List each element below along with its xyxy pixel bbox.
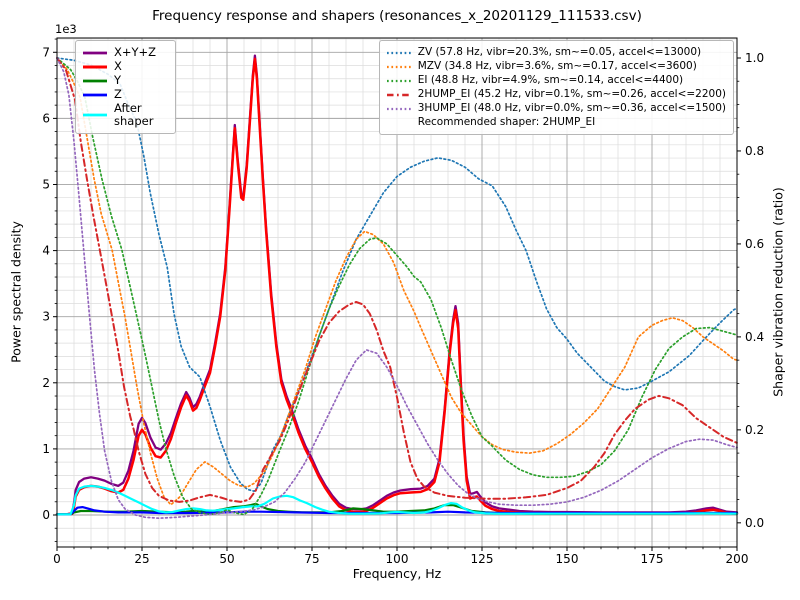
series-ei (56, 57, 738, 516)
series-3hump-ei (56, 57, 738, 520)
y-left-tick-label: 1 (42, 442, 50, 456)
y-axis-offset-text: 1e3 (55, 22, 77, 36)
x-tick-label: 100 (386, 552, 409, 566)
legend-line-swatch (83, 113, 107, 117)
legend-item-ei: EI (48.8 Hz, vibr=4.9%, sm~=0.14, accel<… (386, 74, 726, 87)
legend-item-label: X (114, 59, 122, 73)
y-right-tick-label: 0.6 (745, 237, 764, 251)
x-tick-label: 150 (556, 552, 579, 566)
x-tick-label: 50 (219, 552, 234, 566)
x-axis-label: Frequency, Hz (352, 566, 442, 581)
y-right-tick-label: 1.0 (745, 51, 764, 65)
y-right-tick-label: 0.0 (745, 516, 764, 530)
y-right-tick-label: 0.4 (745, 330, 764, 344)
y-left-tick-label: 3 (42, 310, 50, 324)
legend-line-swatch (386, 93, 411, 96)
y-right-tick-label: 0.2 (745, 423, 764, 437)
legend-line-swatch (386, 79, 411, 82)
legend-line-swatch (83, 51, 107, 54)
legend-item-z: Z (82, 88, 168, 101)
series-2hump-ei (56, 57, 738, 503)
legend-item-label: EI (48.8 Hz, vibr=4.9%, sm~=0.14, accel<… (417, 74, 684, 86)
legend-item-label: ZV (57.8 Hz, vibr=20.3%, sm~=0.05, accel… (417, 46, 702, 58)
legend-line-swatch (83, 79, 107, 82)
legend-item-label: 2HUMP_EI (45.2 Hz, vibr=0.1%, sm~=0.26, … (417, 88, 726, 100)
y-left-tick-label: 6 (42, 111, 50, 125)
legend-line-swatch (83, 93, 107, 96)
y-axis-label-left: Power spectral density (8, 221, 24, 363)
legend-line-swatch (386, 65, 411, 68)
legend-item-label: X+Y+Z (114, 45, 157, 59)
y-left-tick-label: 7 (42, 45, 50, 59)
x-tick-label: 125 (471, 552, 494, 566)
y-left-tick-label: 2 (42, 376, 50, 390)
legend-item-label: After shaper (114, 101, 154, 128)
y-left-tick-label: 5 (42, 177, 50, 191)
legend-item-label: 3HUMP_EI (48.0 Hz, vibr=0.0%, sm~=0.36, … (417, 102, 726, 114)
legend-swatch-spacer (386, 118, 412, 128)
legend-item-label: Recommended shaper: 2HUMP_EI (417, 116, 596, 128)
legend-recommended-shaper-note: Recommended shaper: 2HUMP_EI (386, 116, 726, 129)
series-x (55, 57, 739, 516)
legend-item-2hump_ei: 2HUMP_EI (45.2 Hz, vibr=0.1%, sm~=0.26, … (386, 88, 726, 101)
legend-item-after-shaper: After shaper (82, 102, 168, 128)
legend-item-mzv: MZV (34.8 Hz, vibr=3.6%, sm~=0.17, accel… (386, 60, 726, 73)
legend-psd: X+Y+Z X Y Z After shaper (75, 40, 176, 134)
legend-item-x+y+z: X+Y+Z (82, 46, 168, 59)
x-tick-label: 0 (53, 552, 61, 566)
y-left-tick-label: 0 (42, 508, 50, 522)
legend-item-3hump_ei: 3HUMP_EI (48.0 Hz, vibr=0.0%, sm~=0.36, … (386, 102, 726, 115)
y-right-tick-label: 0.8 (745, 144, 764, 158)
legend-item-x: X (82, 60, 168, 73)
legend-line-swatch (83, 65, 107, 68)
legend-shapers: ZV (57.8 Hz, vibr=20.3%, sm~=0.05, accel… (378, 40, 734, 135)
series-mzv (56, 57, 738, 506)
x-tick-label: 75 (304, 552, 319, 566)
y-axis-label-right: Shaper vibration reduction (ratio) (770, 187, 786, 397)
legend-item-zv: ZV (57.8 Hz, vibr=20.3%, sm~=0.05, accel… (386, 46, 726, 59)
legend-line-swatch (386, 51, 411, 54)
x-tick-label: 175 (641, 552, 664, 566)
x-tick-label: 200 (726, 552, 749, 566)
legend-item-y: Y (82, 74, 168, 87)
y-left-tick-label: 4 (42, 244, 50, 258)
legend-line-swatch (386, 107, 411, 110)
series-zv (56, 57, 738, 493)
legend-item-label: Y (114, 73, 122, 87)
legend-item-label: MZV (34.8 Hz, vibr=3.6%, sm~=0.17, accel… (417, 60, 697, 72)
legend-item-label: Z (114, 87, 122, 101)
x-tick-label: 25 (134, 552, 149, 566)
chart-title: Frequency response and shapers (resonanc… (152, 8, 642, 24)
